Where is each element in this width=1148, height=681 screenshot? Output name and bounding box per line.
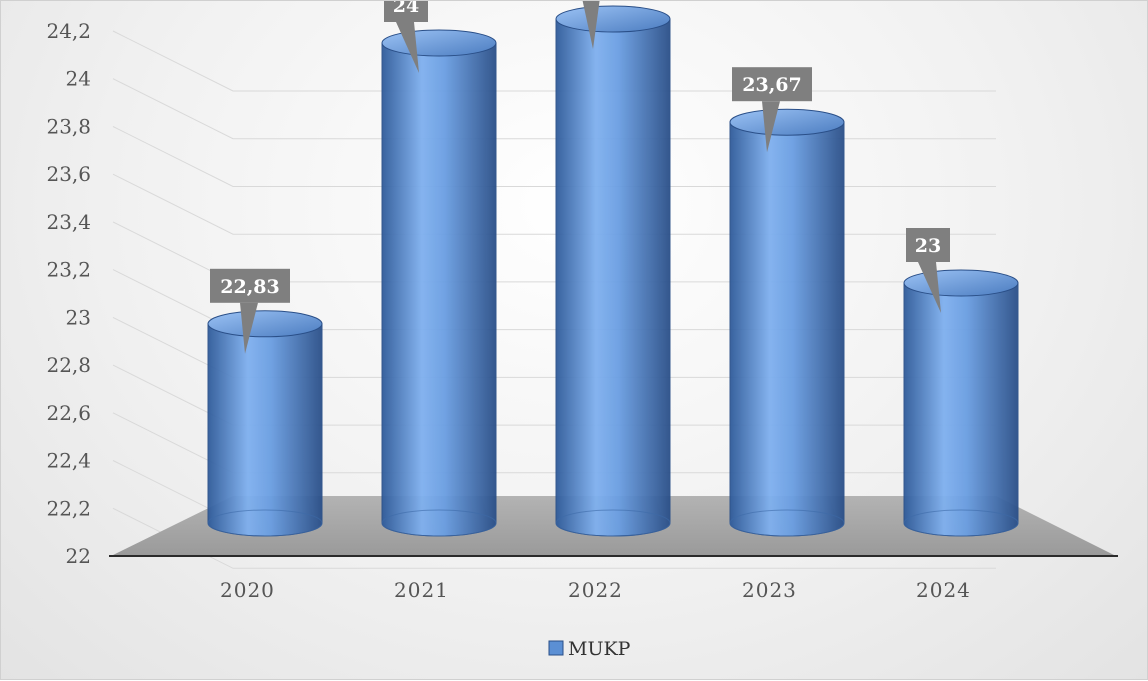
y-tick-label: 23,2 — [46, 258, 91, 282]
bar — [207, 310, 323, 537]
legend-label: MUKP — [568, 638, 631, 660]
bar — [381, 29, 497, 537]
bar-cap — [555, 5, 671, 33]
bar-base — [729, 509, 845, 537]
data-label: 22,83 — [210, 268, 290, 354]
bar-body — [381, 42, 497, 537]
data-label-pointer — [396, 22, 419, 73]
bar-cap — [381, 29, 497, 57]
data-label-text: 23,67 — [742, 74, 802, 96]
x-tick-label: 2024 — [916, 578, 971, 602]
x-tick-label: 2020 — [220, 578, 275, 602]
legend-swatch — [548, 640, 564, 656]
data-label-pointer — [240, 302, 258, 354]
y-tick-label: 23,6 — [46, 162, 91, 186]
data-label-pointer — [762, 101, 780, 153]
data-labels: 22,83 24 24,1 23,67 23 — [210, 1, 950, 354]
bar-body — [207, 323, 323, 537]
bar-body — [903, 282, 1019, 537]
y-tick-label: 24,2 — [46, 19, 91, 43]
bars — [207, 5, 1019, 537]
x-tick-label: 2022 — [568, 578, 623, 602]
bar — [729, 108, 845, 537]
y-tick-label: 22,2 — [46, 496, 91, 520]
bar-cap — [207, 310, 323, 338]
gridline — [112, 126, 996, 187]
y-tick-label: 24 — [66, 67, 91, 91]
gridline — [112, 30, 996, 92]
data-label-box — [210, 268, 290, 303]
data-label-text: 24 — [393, 1, 419, 17]
x-tick-label: 2023 — [742, 578, 797, 602]
x-axis-ticks: 2020 2021 2022 2023 2024 — [220, 578, 971, 602]
x-tick-label: 2021 — [394, 578, 449, 602]
data-label: 23,67 — [732, 67, 812, 153]
legend: MUKP — [548, 638, 631, 660]
data-label: 23 — [906, 228, 950, 313]
y-tick-label: 23,8 — [46, 115, 91, 139]
bar-cap — [903, 269, 1019, 297]
data-label-pointer — [918, 262, 941, 313]
bar — [903, 269, 1019, 537]
bar-body — [555, 18, 671, 537]
bar-base — [903, 509, 1019, 537]
y-tick-label: 23 — [66, 305, 91, 329]
bar-body — [729, 121, 845, 537]
data-label-pointer — [582, 1, 600, 49]
data-label: 24,1 — [582, 1, 600, 49]
y-tick-label: 22,6 — [46, 401, 91, 425]
gridline — [112, 78, 996, 140]
data-label: 24 — [384, 1, 428, 73]
y-tick-label: 22 — [66, 544, 91, 568]
data-label-box — [384, 1, 428, 22]
data-label-box — [906, 228, 950, 262]
bar-base — [381, 509, 497, 537]
y-tick-label: 23,4 — [46, 210, 91, 234]
bar-cap — [729, 108, 845, 136]
gridline — [112, 507, 996, 569]
gridline — [112, 173, 996, 235]
bar-base — [207, 509, 323, 537]
y-tick-label: 22,4 — [46, 449, 91, 473]
data-label-text: 23 — [915, 235, 941, 257]
y-axis-ticks: 22,2 22,4 22,6 22,8 23 23,2 23,4 23,6 23,8 24 24,2… — [46, 19, 91, 568]
y-tick-label: 22,8 — [46, 353, 91, 377]
data-label-box — [732, 67, 812, 102]
bar-base — [555, 509, 671, 537]
bar — [555, 5, 671, 537]
data-label-text: 22,83 — [220, 276, 280, 298]
